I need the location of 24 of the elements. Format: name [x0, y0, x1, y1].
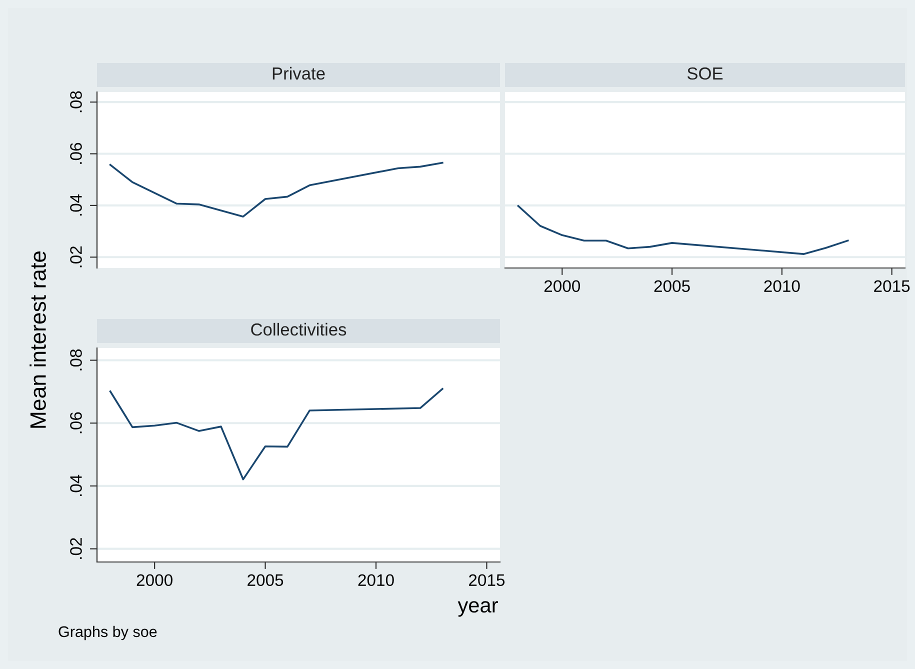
x-tick-label: 2000: [136, 574, 172, 586]
chart-title: SOE: [687, 67, 723, 80]
y-tick-label: .06: [70, 412, 82, 434]
x-tick-label: 2005: [248, 574, 284, 586]
x-tick-label: 2005: [654, 280, 690, 292]
y-tick-label: .04: [70, 474, 82, 496]
y-axis-title: Mean interest rate: [30, 251, 46, 428]
y-tick-label: .08: [70, 349, 82, 370]
x-tick-label: 2015: [469, 574, 505, 586]
y-tick-label: .06: [70, 142, 82, 164]
x-tick-label: 2000: [544, 280, 580, 292]
x-tick-label: 2010: [358, 574, 394, 586]
x-tick-label: 2015: [874, 280, 910, 292]
y-tick-label: .08: [70, 91, 82, 112]
x-axis-title: year: [458, 601, 498, 617]
chart-title: Private: [272, 66, 325, 80]
line-series: [109, 388, 444, 480]
y-tick-label: .04: [70, 194, 82, 216]
line-series: [109, 162, 444, 218]
chart-title: Collectivities: [251, 322, 346, 336]
text: Graphs by soe: [58, 626, 157, 640]
y-tick-label: .02: [70, 538, 82, 559]
y-tick-label: .02: [70, 246, 82, 268]
x-tick-label: 2010: [764, 280, 800, 292]
